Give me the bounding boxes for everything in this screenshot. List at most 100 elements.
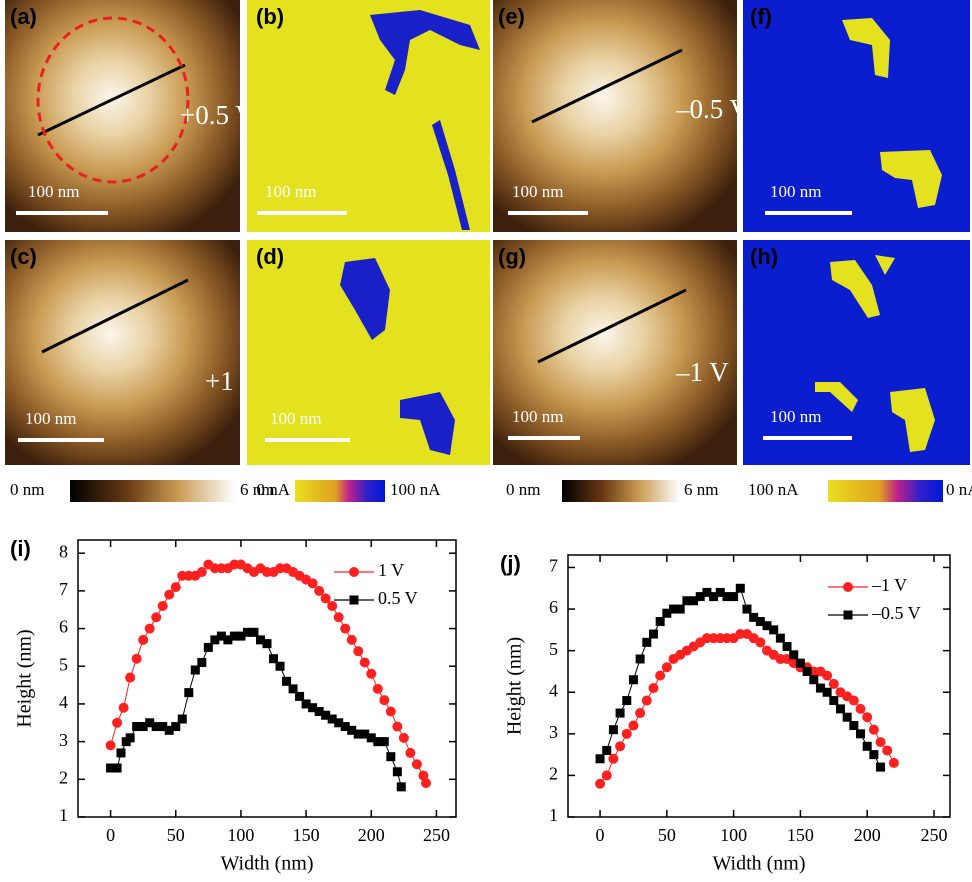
marker (105, 740, 116, 751)
marker (628, 675, 638, 685)
marker (184, 688, 194, 698)
bias-label: –0.5 V (675, 94, 750, 124)
marker (106, 763, 116, 773)
y-tick-label: 4 (59, 692, 68, 712)
marker (615, 741, 626, 752)
panel-label: (i) (10, 536, 31, 561)
marker (855, 703, 866, 714)
panel-label: (j) (500, 551, 521, 576)
marker (131, 653, 142, 664)
y-tick-label: 6 (59, 617, 68, 637)
marker (334, 718, 344, 728)
marker (595, 778, 606, 789)
marker (669, 604, 679, 614)
marker (164, 725, 174, 735)
marker (347, 725, 357, 735)
marker (392, 767, 402, 777)
marker (203, 642, 213, 652)
marker (868, 724, 879, 735)
marker (236, 631, 246, 641)
x-axis-label: Width (nm) (712, 853, 805, 875)
marker (628, 720, 639, 731)
marker (118, 702, 129, 713)
marker (862, 741, 872, 751)
marker (862, 712, 873, 723)
legend-label: 0.5 V (378, 588, 418, 608)
marker (762, 621, 772, 631)
marker (275, 661, 285, 671)
marker (196, 567, 207, 578)
marker (398, 732, 409, 743)
legend-label: 1 V (378, 560, 404, 580)
marker (769, 625, 779, 635)
panel-label: (g) (498, 244, 526, 269)
y-tick-label: 5 (59, 654, 68, 674)
marker (829, 696, 839, 706)
marker (662, 608, 672, 618)
x-tick-label: 0 (106, 825, 115, 845)
y-tick-label: 5 (549, 639, 558, 659)
colorbars: 0 nm 6 nm 0 nA 100 nA 0 nm 6 nm 100 nA 0… (10, 480, 972, 502)
marker (366, 668, 377, 679)
marker (112, 763, 122, 773)
marker (132, 722, 142, 732)
marker (353, 646, 364, 657)
marker (689, 596, 699, 606)
marker (722, 592, 732, 602)
x-tick-label: 150 (787, 825, 814, 845)
marker (641, 695, 652, 706)
x-tick-label: 50 (167, 825, 185, 845)
legend-marker (349, 595, 359, 605)
x-tick-label: 200 (854, 825, 881, 845)
marker (615, 708, 625, 718)
marker (333, 612, 344, 623)
marker (197, 657, 207, 667)
marker (190, 665, 200, 675)
marker (602, 745, 612, 755)
scale-bar-label: 100 nm (770, 407, 821, 426)
marker (320, 593, 331, 604)
scale-bar-label: 100 nm (512, 407, 563, 426)
marker (749, 612, 759, 622)
legend-marker (843, 582, 853, 592)
marker (835, 704, 845, 714)
marker (144, 623, 155, 634)
x-axis-label: Width (nm) (220, 853, 313, 875)
scale-bar-label: 100 nm (265, 182, 316, 201)
marker (379, 695, 390, 706)
marker (125, 733, 135, 743)
y-tick-label: 3 (549, 722, 558, 742)
marker (229, 631, 239, 641)
scale-bar-label: 100 nm (512, 182, 563, 201)
y-tick-label: 1 (59, 805, 68, 825)
marker (822, 670, 833, 681)
scale-bar-label: 100 nm (770, 182, 821, 201)
panel-c: (c) 100 nm +1 V (5, 240, 260, 465)
marker (782, 641, 792, 651)
x-tick-label: 50 (658, 825, 676, 845)
marker (112, 717, 123, 728)
marker (151, 612, 162, 623)
marker (622, 696, 632, 706)
legend-marker (843, 610, 853, 620)
marker (308, 703, 318, 713)
scale-bar-label: 100 nm (270, 409, 321, 428)
marker (755, 637, 766, 648)
marker (262, 639, 272, 649)
colorbar-min: 0 nA (256, 480, 290, 499)
marker (340, 722, 350, 732)
marker (392, 721, 403, 732)
marker (608, 725, 618, 735)
panel-label: (h) (750, 244, 778, 269)
marker (411, 759, 422, 770)
marker (346, 634, 357, 645)
marker (177, 714, 187, 724)
marker (682, 596, 692, 606)
y-axis-label: Height (nm) (14, 629, 36, 727)
marker (145, 718, 155, 728)
marker (709, 592, 719, 602)
marker (314, 585, 325, 596)
marker (314, 706, 324, 716)
marker (242, 627, 252, 637)
panel-label: (a) (10, 4, 37, 29)
